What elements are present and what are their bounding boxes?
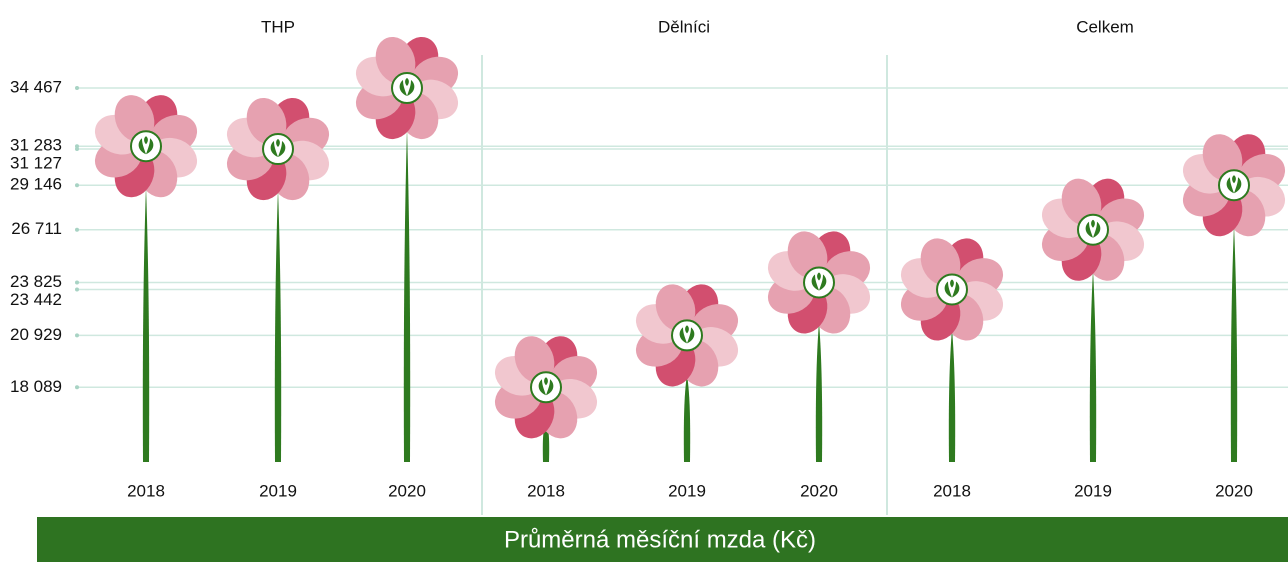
x-tick-label: 2020: [1215, 481, 1253, 500]
tick-dot: [75, 147, 79, 151]
flower-center: [1078, 215, 1108, 245]
tick-dot: [75, 228, 79, 232]
y-tick-label: 26 711: [11, 219, 62, 238]
tick-dot: [75, 385, 79, 389]
tick-dot: [75, 333, 79, 337]
tick-dot: [75, 287, 79, 291]
y-tick-label: 31 127: [10, 154, 62, 173]
tick-dot: [75, 280, 79, 284]
tick-dot: [75, 183, 79, 187]
group-header: THP: [261, 17, 295, 36]
group-header: Celkem: [1076, 17, 1134, 36]
flower-center: [937, 274, 967, 304]
x-tick-label: 2018: [527, 481, 565, 500]
group-header: Dělníci: [658, 17, 710, 36]
y-tick-label: 23 442: [10, 290, 62, 309]
x-tick-label: 2019: [259, 481, 297, 500]
y-tick-label: 20 929: [10, 325, 62, 344]
flower-center: [263, 134, 293, 164]
y-tick-label: 31 283: [10, 136, 62, 155]
y-tick-label: 29 146: [10, 175, 62, 194]
flower-center: [531, 372, 561, 402]
x-tick-label: 2020: [388, 481, 426, 500]
flower-center: [131, 131, 161, 161]
tick-dot: [75, 86, 79, 90]
x-tick-label: 2018: [933, 481, 971, 500]
flower-center: [672, 320, 702, 350]
x-tick-label: 2020: [800, 481, 838, 500]
y-tick-label: 34 467: [10, 77, 62, 96]
chart: Průměrná měsíční mzda (Kč) 34 467 31 2833…: [0, 0, 1288, 562]
flower-center: [804, 267, 834, 297]
chart-title: Průměrná měsíční mzda (Kč): [504, 526, 816, 553]
x-tick-label: 2019: [668, 481, 706, 500]
y-tick-label: 23 825: [10, 272, 62, 291]
flower-center: [1219, 170, 1249, 200]
x-tick-label: 2018: [127, 481, 165, 500]
y-tick-label: 18 089: [10, 377, 62, 396]
background: [0, 0, 1288, 562]
flower-center: [392, 73, 422, 103]
x-tick-label: 2019: [1074, 481, 1112, 500]
